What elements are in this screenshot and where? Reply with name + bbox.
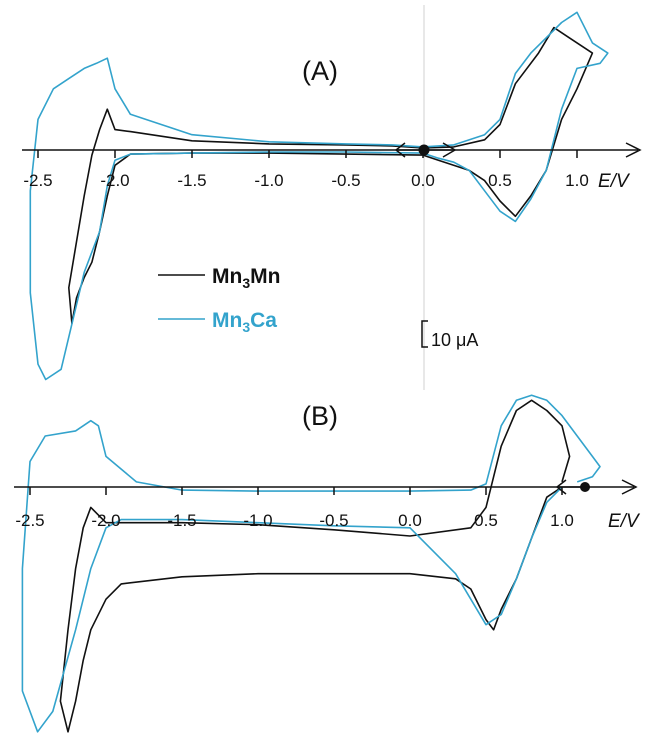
panel-b-tick-label: -2.0: [91, 511, 120, 530]
panel-b-tick-label: -1.0: [243, 511, 272, 530]
panel-a-axis-arrowhead: [625, 142, 642, 158]
scale-bar-bracket: [421, 320, 428, 348]
panel-b-axis-arrowhead: [621, 479, 638, 495]
panel-b-series-mn3mn: [59, 399, 571, 733]
panel-b-tick-label: 0.0: [398, 511, 422, 530]
panel-a-label: (A): [302, 56, 338, 86]
panel-b-label: (B): [302, 401, 338, 431]
panel-b-ticks: -2.5 -2.0 -1.5 -1.0 -0.5 0.0 0.5 1.0: [15, 487, 574, 530]
panel-a: (A) -2.5 -2.0 -1.5 -1.0 -0.5 0.0 0.5 1.0 E/V Mn…: [22, 5, 642, 390]
scan-direction-arrow-icon: [394, 142, 457, 158]
legend: Mn3Mn Mn3Ca: [158, 265, 280, 335]
scale-bar-label: 10 μA: [431, 330, 478, 350]
panel-b: (B) -2.5 -2.0 -1.5 -1.0 -0.5 0.0 0.5 1.0 E/V: [14, 394, 641, 733]
panel-a-series-mn3ca: [29, 11, 609, 381]
current-scale-bar: 10 μA: [421, 320, 478, 350]
panel-a-tick-label: 0.0: [411, 171, 435, 190]
panel-a-tick-label: -0.5: [331, 171, 360, 190]
panel-b-tick-label: -0.5: [319, 511, 348, 530]
panel-b-tick-label: 1.0: [550, 511, 574, 530]
scan-direction-arrow-icon: [555, 479, 590, 495]
panel-a-x-axis-title: E/V: [598, 171, 631, 192]
panel-a-tick-label: -2.0: [100, 171, 129, 190]
legend-label-mn3ca: Mn3Ca: [212, 309, 277, 335]
panel-b-series-mn3ca: [21, 394, 601, 733]
panel-b-tick-label: -2.5: [15, 511, 44, 530]
panel-a-tick-label: 1.0: [565, 171, 589, 190]
panel-b-scan-start-marker: [555, 479, 590, 495]
panel-b-tick-label: 0.5: [474, 511, 498, 530]
panel-b-series: [21, 394, 601, 733]
panel-a-tick-label: -2.5: [23, 171, 52, 190]
panel-b-tick-label: -1.5: [167, 511, 196, 530]
panel-a-tick-label: -1.0: [254, 171, 283, 190]
panel-a-ticks: -2.5 -2.0 -1.5 -1.0 -0.5 0.0 0.5 1.0: [23, 150, 589, 190]
panel-a-scan-start-marker: [394, 142, 457, 158]
legend-label-mn3mn: Mn3Mn: [212, 265, 280, 291]
panel-a-tick-label: -1.5: [177, 171, 206, 190]
panel-a-tick-label: 0.5: [488, 171, 512, 190]
panel-b-x-axis-title: E/V: [608, 511, 641, 532]
